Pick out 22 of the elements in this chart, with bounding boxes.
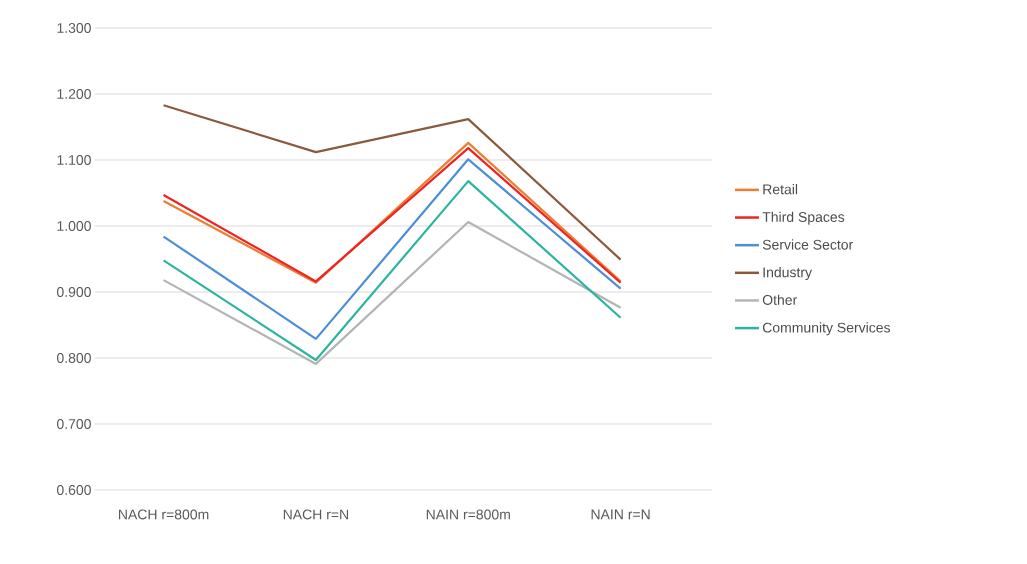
line-series	[162, 220, 622, 366]
line-series	[162, 158, 622, 340]
line-series	[162, 180, 622, 362]
y-tick-label: 1.300	[57, 23, 91, 33]
legend-label: Industry	[763, 266, 812, 281]
y-tick-label: 1.000	[57, 221, 91, 231]
y-tick-label: 0.800	[56, 353, 91, 363]
y-tick-label: 0.700	[56, 419, 91, 429]
y-tick-label: 1.100	[57, 155, 91, 165]
legend-label: Retail	[763, 184, 798, 195]
legend-label: Service Sector	[762, 239, 853, 250]
x-tick-label: NACH r=N	[283, 509, 349, 520]
x-tick-label: NACH r=800m	[119, 509, 209, 520]
y-tick-label: 0.900	[56, 287, 91, 297]
legend-label: Community Services	[762, 322, 891, 336]
legend-label: Third Spaces	[762, 211, 845, 225]
line-series	[162, 104, 622, 261]
y-tick-label: 0.600	[56, 485, 91, 495]
legend-label: Other	[762, 294, 797, 305]
x-tick-label: NAIN r=N	[591, 509, 650, 520]
y-tick-label: 1.200	[57, 89, 91, 99]
x-tick-label: NAIN r=800m	[426, 509, 510, 520]
